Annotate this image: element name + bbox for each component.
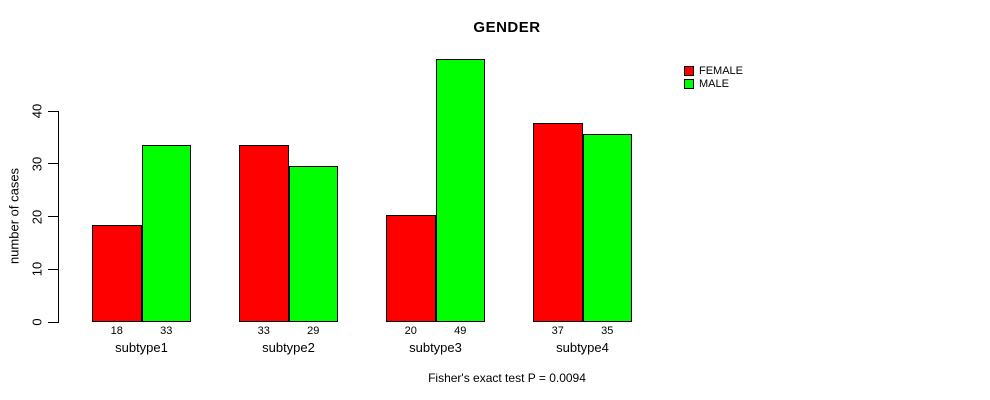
category-label-subtype4: subtype4 <box>556 340 609 355</box>
bar-female-subtype2 <box>239 144 289 322</box>
legend-label: MALE <box>699 77 729 90</box>
legend-swatch-female <box>684 65 694 76</box>
y-axis-line <box>57 110 59 323</box>
y-tick-mark <box>47 163 58 165</box>
bar-male-subtype2 <box>288 166 338 322</box>
bar-value-label: 33 <box>257 325 270 337</box>
y-tick-label: 10 <box>29 262 45 277</box>
chart-title: GENDER <box>473 19 541 36</box>
bar-value-label: 33 <box>160 325 173 337</box>
category-label-subtype3: subtype3 <box>409 340 462 355</box>
bar-male-subtype4 <box>582 134 632 322</box>
y-tick-label: 0 <box>29 318 45 326</box>
legend-label: FEMALE <box>699 64 744 77</box>
bar-value-label: 49 <box>454 325 467 337</box>
legend: FEMALE MALE <box>684 64 743 90</box>
bar-female-subtype3 <box>386 214 436 322</box>
y-tick-mark <box>47 321 58 323</box>
y-tick-mark <box>47 216 58 217</box>
bar-male-subtype1 <box>141 144 191 322</box>
bar-female-subtype4 <box>533 123 583 322</box>
legend-swatch-male <box>684 78 694 89</box>
bar-female-subtype1 <box>92 225 142 322</box>
bar-value-label: 18 <box>110 325 123 337</box>
y-tick-mark <box>47 110 58 112</box>
y-axis-label: number of cases <box>6 167 22 265</box>
bar-value-label: 35 <box>601 325 614 337</box>
chart-footnote: Fisher's exact test P = 0.0094 <box>428 371 586 385</box>
legend-item-female: FEMALE <box>684 64 743 77</box>
y-tick-label: 30 <box>29 156 45 171</box>
bar-male-subtype3 <box>435 58 485 322</box>
legend-item-male: MALE <box>684 77 743 90</box>
category-label-subtype1: subtype1 <box>115 340 168 355</box>
category-label-subtype2: subtype2 <box>262 340 315 355</box>
y-tick-label: 40 <box>29 103 45 119</box>
bar-value-label: 37 <box>551 325 564 337</box>
y-tick-label: 20 <box>29 209 45 224</box>
bar-value-label: 29 <box>307 325 320 337</box>
y-tick-mark <box>47 268 58 270</box>
bar-value-label: 20 <box>404 325 417 337</box>
